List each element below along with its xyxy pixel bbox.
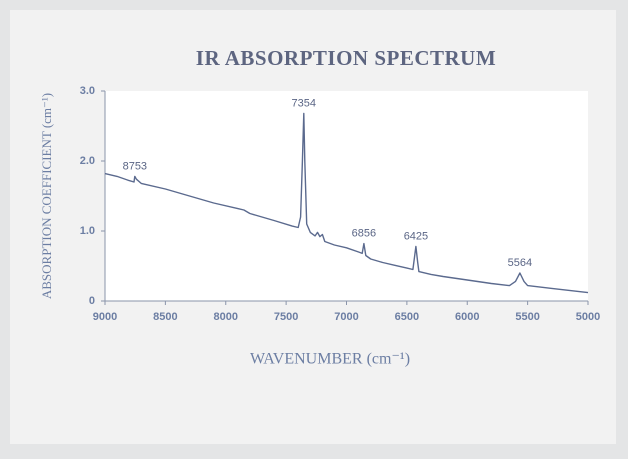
- x-tick-label: 8500: [153, 311, 177, 323]
- x-tick-label: 6500: [395, 311, 419, 323]
- x-tick-label: 6000: [455, 311, 479, 323]
- peak-label: 6425: [404, 230, 428, 242]
- x-tick-label: 5500: [515, 311, 539, 323]
- chart-title: IR ABSORPTION SPECTRUM: [196, 46, 496, 70]
- peak-label: 8753: [123, 160, 147, 172]
- y-axis-label: ABSORPTION COEFFICIENT (cm⁻¹): [39, 93, 54, 299]
- y-tick-label: 3.0: [80, 85, 95, 97]
- y-tick-label: 2.0: [80, 155, 95, 167]
- x-tick-label: 5000: [576, 311, 600, 323]
- y-tick-label: 0: [89, 295, 95, 307]
- plot-area: [105, 91, 588, 301]
- x-axis-label: WAVENUMBER (cm⁻¹): [250, 351, 410, 368]
- x-tick-label: 8000: [214, 311, 238, 323]
- peak-label: 6856: [352, 228, 376, 240]
- y-tick-label: 1.0: [80, 225, 95, 237]
- x-tick-label: 7000: [334, 311, 358, 323]
- peak-label: 5564: [508, 257, 532, 269]
- x-tick-label: 7500: [274, 311, 298, 323]
- spectrum-line: [104, 112, 589, 294]
- peak-label: 7354: [292, 97, 316, 109]
- x-tick-label: 9000: [93, 311, 117, 323]
